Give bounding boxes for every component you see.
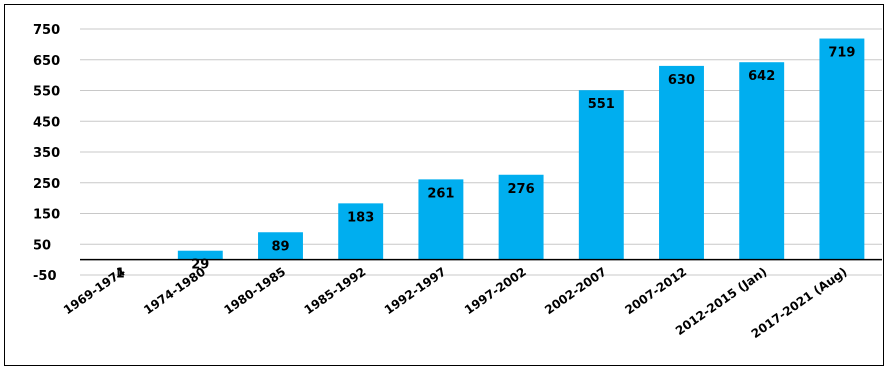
y-tick-label: 250 [33, 177, 60, 192]
data-label: 551 [588, 97, 615, 112]
data-label: 1 [116, 266, 125, 281]
bar [578, 90, 624, 260]
bar [498, 174, 544, 260]
data-label: 261 [427, 186, 454, 201]
bar [739, 62, 785, 260]
data-label: 276 [508, 182, 535, 197]
data-label: 183 [347, 210, 374, 225]
bar [418, 179, 464, 260]
y-tick-label: 650 [33, 54, 60, 69]
y-tick-label: -50 [33, 269, 57, 284]
x-tick-label: 2007-2012 [622, 265, 689, 318]
bar [338, 203, 384, 260]
x-tick-label: 1974-1980 [141, 265, 208, 318]
data-label: 630 [668, 73, 695, 88]
data-label: 29 [191, 258, 209, 273]
y-tick-label: 550 [33, 85, 60, 100]
x-tick-label: 1985-1992 [302, 265, 369, 318]
bar [258, 232, 303, 260]
bar [819, 38, 865, 260]
x-tick-labels: 1969-1974 1974-1980 1980-1985 1985-1992 1992… [61, 265, 850, 341]
y-tick-label: 450 [33, 115, 60, 130]
y-tick-label: 150 [33, 208, 60, 223]
bars [97, 38, 865, 260]
bar [659, 65, 704, 260]
x-tick-label: 1980-1985 [221, 265, 288, 318]
x-tick-label: 2002-2007 [542, 265, 609, 318]
y-tick-label: 50 [33, 238, 51, 253]
data-label: 719 [828, 46, 855, 61]
data-labels: 1 29 89 183 261 276 551 630 642 719 [116, 46, 856, 282]
y-tick-label: 750 [33, 23, 60, 38]
y-tick-labels: -50 50 150 250 350 450 550 650 750 [33, 23, 60, 284]
x-tick-label: 1997-2002 [462, 265, 529, 318]
data-label: 642 [748, 69, 775, 84]
x-tick-label: 1969-1974 [61, 265, 128, 318]
bar [177, 250, 223, 260]
x-tick-label: 1992-1997 [382, 265, 449, 318]
data-label: 89 [271, 239, 289, 254]
y-tick-label: 350 [33, 146, 60, 161]
